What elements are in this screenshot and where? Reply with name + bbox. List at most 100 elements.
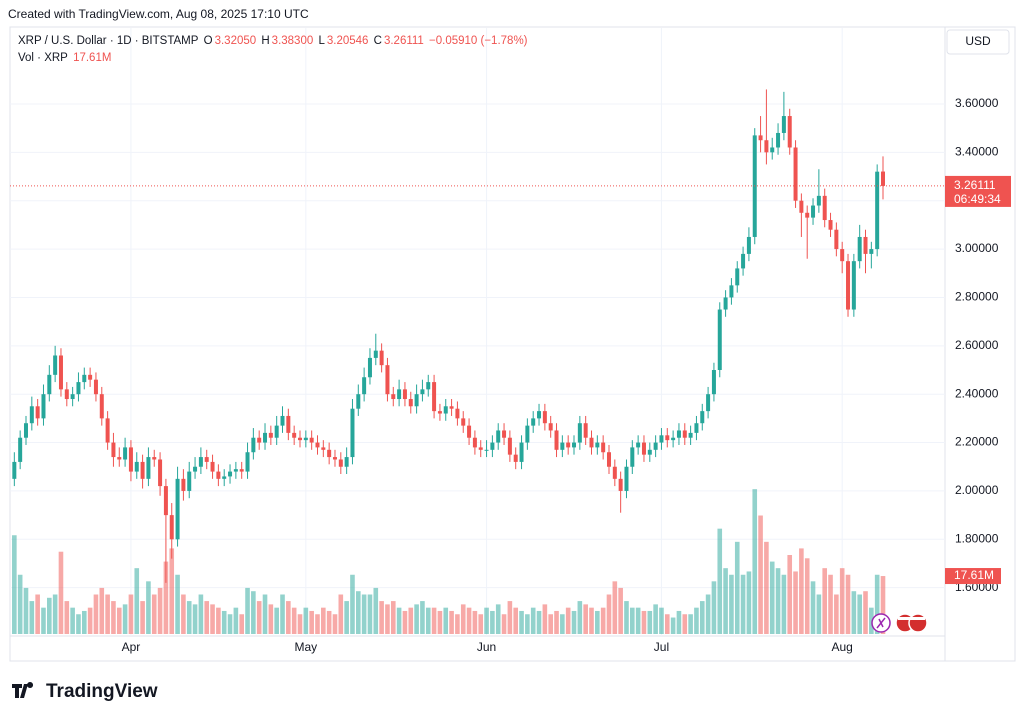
volume-bar [286, 601, 291, 634]
candle-body [875, 171, 880, 250]
flag-icon[interactable] [908, 613, 928, 633]
candle-body [420, 389, 425, 395]
volume-bar [618, 587, 623, 634]
volume-bar [146, 581, 151, 634]
volume-bar [816, 594, 822, 634]
chart-frame [9, 26, 1016, 662]
high-value: 3.38300 [271, 35, 314, 47]
volume-bar [641, 610, 647, 634]
volume-bar [630, 607, 635, 634]
candle-body [467, 425, 472, 438]
candle-body [612, 466, 617, 479]
candle-body [636, 442, 641, 448]
volume-bar [670, 617, 676, 634]
volume-bar [256, 601, 262, 634]
volume-bar [799, 548, 804, 634]
volume-bar [828, 574, 833, 634]
candle-body [379, 350, 384, 366]
close-key: C [373, 35, 382, 47]
volume-bar [775, 568, 781, 634]
candle-body [566, 442, 571, 448]
volume-bar [659, 607, 664, 634]
volume-bar [717, 528, 723, 634]
candle-body [257, 437, 262, 443]
candle-body [309, 437, 314, 443]
volume-bar [262, 594, 268, 634]
candle-body [23, 423, 28, 438]
candle-body [105, 418, 110, 443]
candle-body [332, 457, 337, 460]
candle-body [851, 261, 856, 310]
candle-body [350, 408, 355, 458]
currency-button[interactable] [946, 29, 1010, 55]
candle-body [181, 478, 186, 491]
volume-bars [12, 489, 886, 634]
volume-bar [525, 614, 530, 634]
volume-bar [705, 594, 711, 634]
candle-body [781, 116, 786, 133]
candle-body [537, 411, 542, 419]
y-tick-label: 3.00000 [955, 241, 999, 255]
volume-bar [466, 607, 472, 634]
volume-bar [361, 594, 367, 634]
volume-bar [740, 574, 746, 634]
volume-bar [216, 607, 221, 634]
volume-bar [367, 594, 373, 634]
volume-bar [151, 594, 157, 634]
candle-body [711, 370, 716, 395]
candle-body [198, 457, 203, 467]
candle-body [222, 476, 227, 479]
volume-bar [822, 568, 827, 634]
volume-bar [449, 610, 454, 634]
price-label: 3.26111 [954, 178, 996, 192]
volume-bar [863, 591, 868, 634]
candle-body [88, 374, 93, 380]
candle-body [583, 423, 588, 438]
candle-body [158, 459, 163, 487]
volume-bar [781, 574, 787, 634]
volume-bar [309, 610, 314, 634]
candle-body [881, 171, 885, 186]
volume-bar [746, 571, 752, 634]
volume-bar [560, 614, 565, 634]
candle-body [554, 430, 559, 450]
volume-bar [729, 574, 734, 634]
volume-bar [839, 568, 845, 634]
volume-bar [326, 610, 332, 634]
volume-bar [460, 604, 466, 634]
candle-body [659, 435, 664, 443]
candle-body [834, 229, 839, 250]
candle-body [822, 195, 827, 221]
candle-body [29, 406, 34, 424]
candle-body [373, 350, 378, 358]
candle-body [426, 382, 431, 390]
candle-body [618, 478, 623, 491]
y-tick-label: 3.60000 [955, 96, 999, 110]
volume-bar [455, 614, 460, 634]
volume-bar [577, 601, 583, 634]
volume-bar [647, 610, 653, 634]
volume-bar [87, 607, 93, 634]
candle-body [303, 437, 308, 441]
created-text: Created with TradingView.com, Aug 08, 20… [8, 7, 309, 21]
volume-bar [192, 604, 198, 634]
candle-body [857, 236, 862, 262]
candle-body [723, 297, 728, 310]
volume-bar [851, 591, 857, 634]
volume-bar [530, 607, 536, 634]
candle-body [793, 147, 798, 201]
candle-body [787, 116, 792, 148]
volume-bar [280, 594, 285, 634]
volume-bar [291, 607, 297, 634]
candle-body [676, 430, 681, 438]
candle-body [496, 430, 501, 443]
volume-bar [431, 607, 437, 634]
x-tick-label: Apr [122, 640, 141, 654]
volume-bar [507, 601, 513, 634]
candle-body [647, 449, 652, 455]
candle-body [455, 408, 460, 419]
candle-body [630, 447, 635, 467]
candle-body [828, 220, 833, 230]
volume-bar [356, 591, 361, 634]
